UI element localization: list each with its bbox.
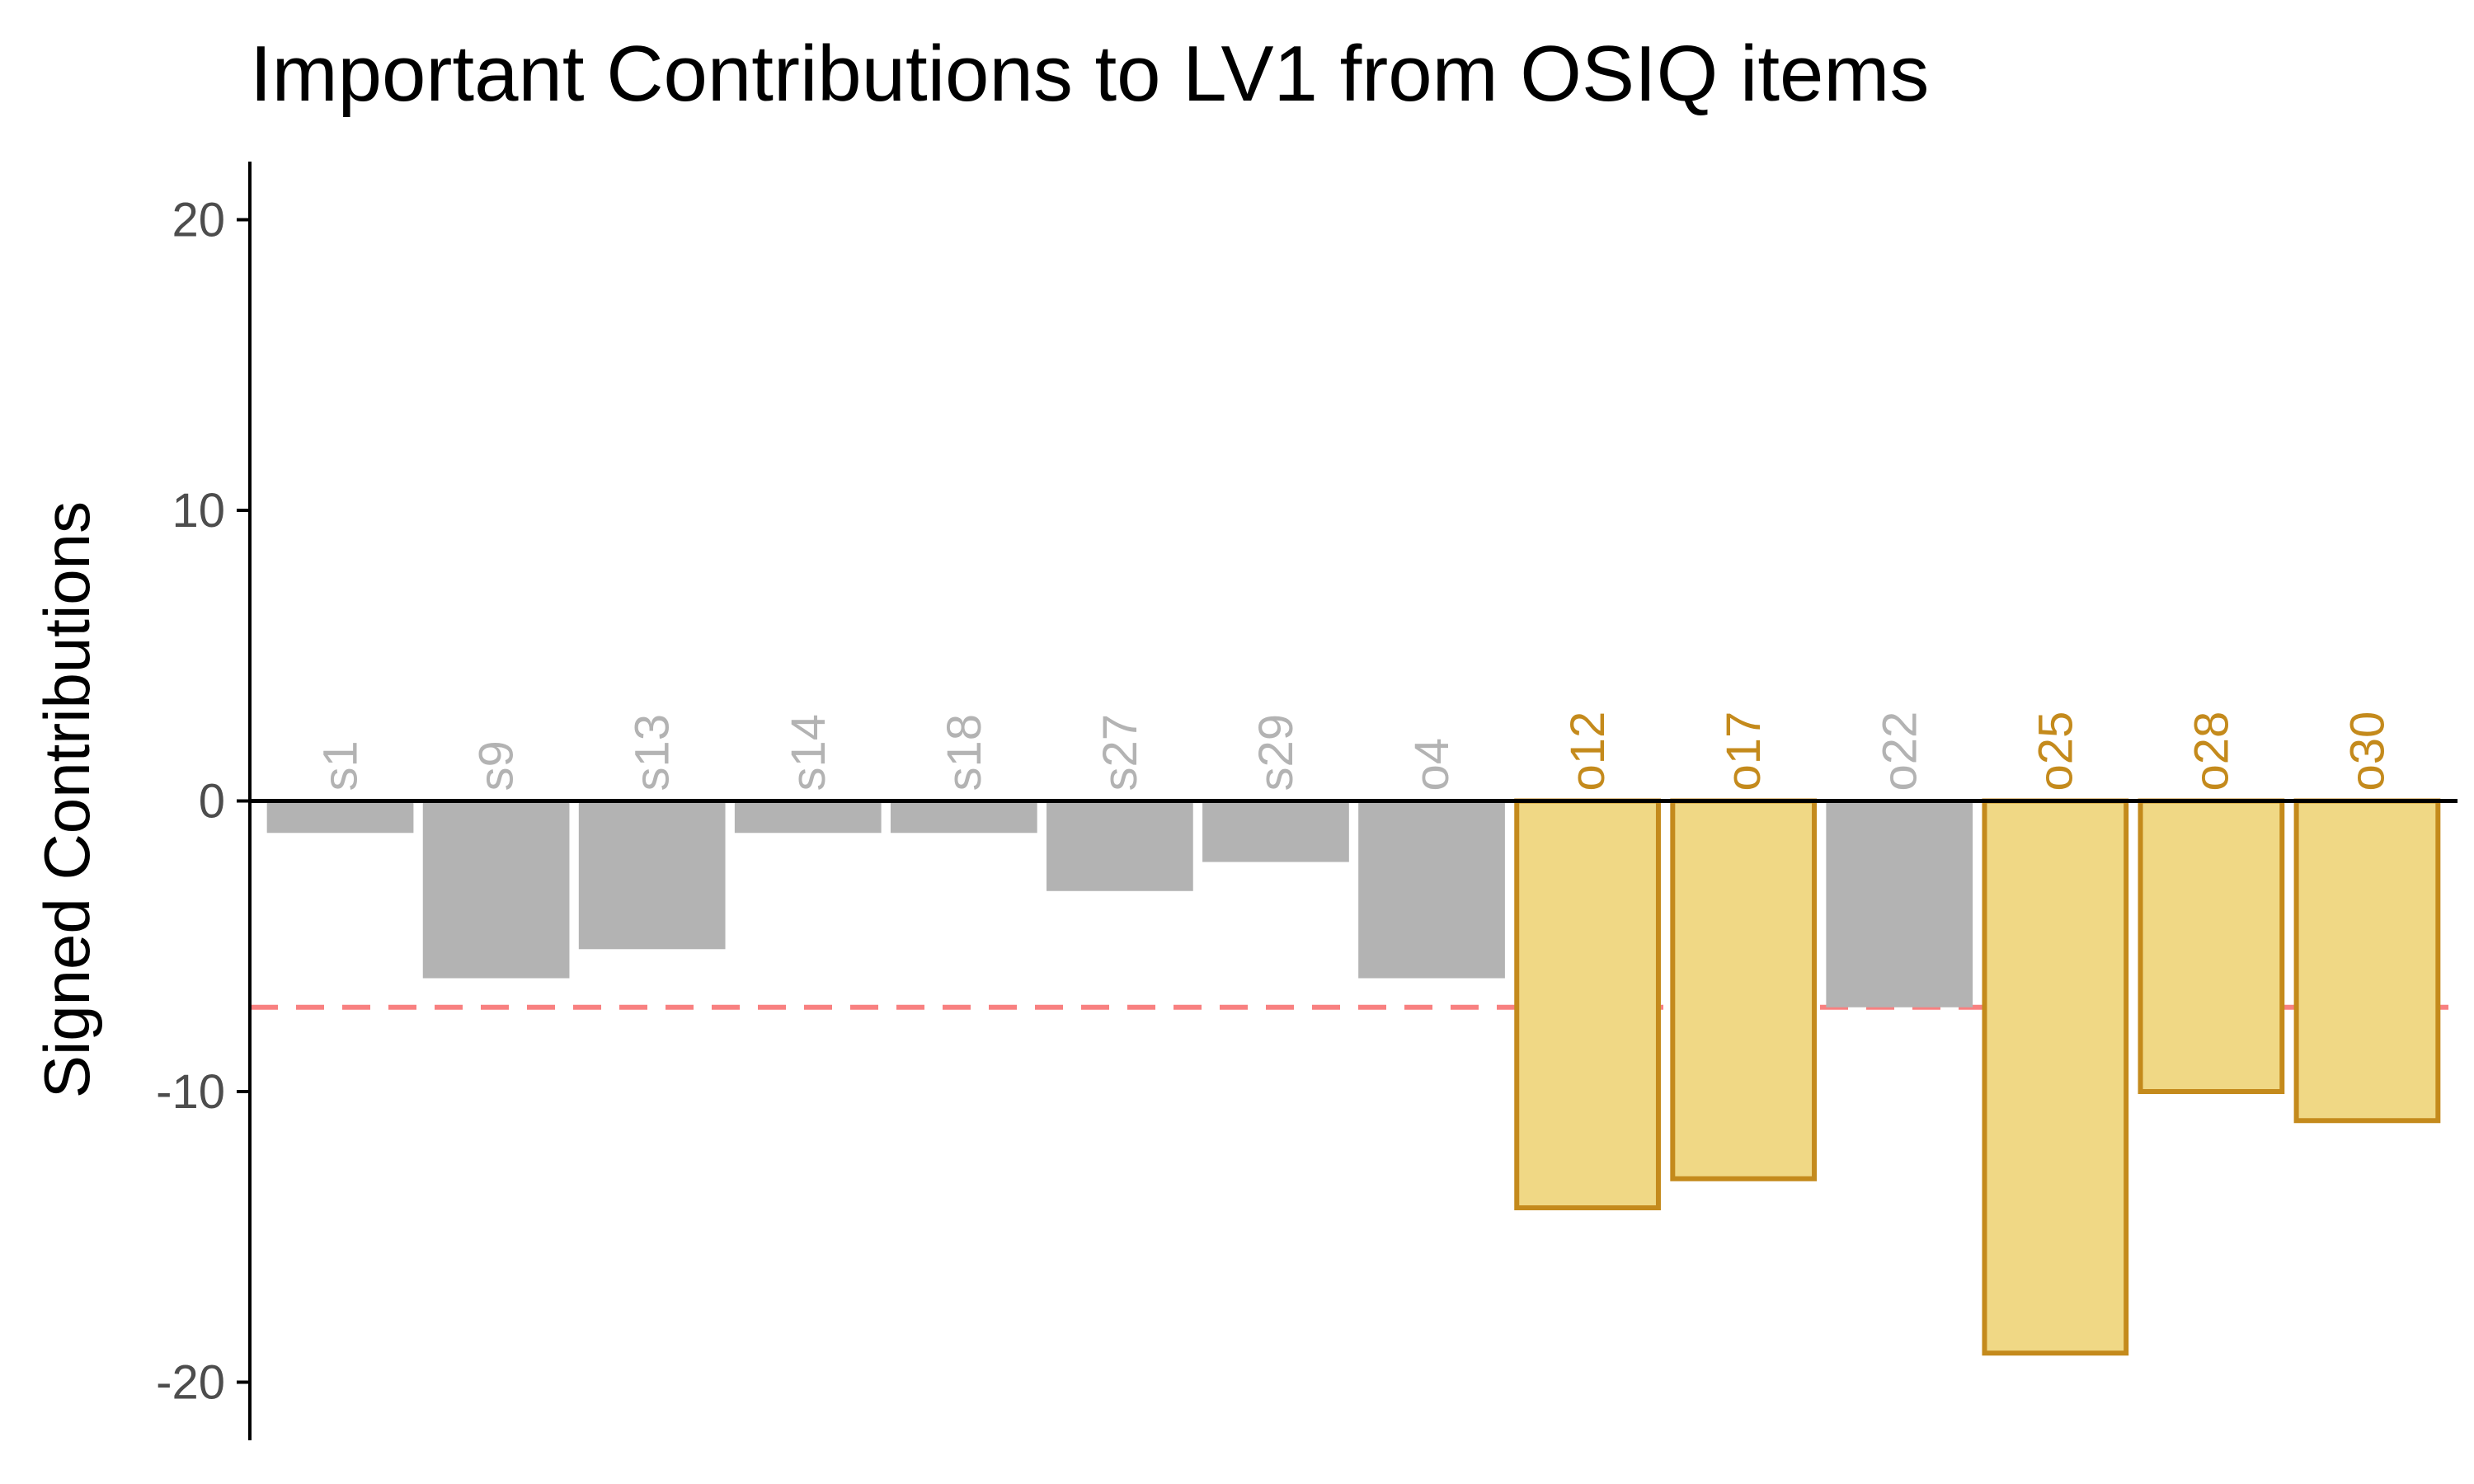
chart-title: Important Contributions to LV1 from OSIQ… (250, 30, 1929, 118)
bar-s14 (734, 801, 882, 834)
bar-label-s14: s14 (782, 714, 835, 791)
bar-label-s13: s13 (626, 714, 680, 791)
y-tick-label-0: 0 (199, 775, 225, 829)
y-axis-title: Signed Contributions (31, 501, 103, 1098)
bar-label-o28: o28 (2185, 711, 2238, 791)
bar-o17 (1670, 798, 1818, 1181)
bar-s29 (1202, 801, 1349, 862)
bar-label-o4: o4 (1405, 738, 1459, 791)
bar-labels-layer: s1 s9 s13 s14 s18 s27 s29 o4 o12 o17 o22 o25 o28 o30 (314, 711, 2395, 791)
bar-label-o12: o12 (1561, 711, 1615, 791)
y-tick-label--20: -20 (156, 1356, 225, 1410)
bar-label-s29: s29 (1249, 714, 1303, 791)
bar-label-s9: s9 (470, 740, 524, 791)
bar-s9 (422, 801, 570, 979)
bar-label-s1: s1 (314, 740, 368, 791)
y-tick-label-10: 10 (172, 484, 225, 538)
bar-label-s18: s18 (938, 714, 991, 791)
bar-o25 (1982, 798, 2129, 1356)
bars-layer (266, 798, 2441, 1356)
bar-o22 (1826, 801, 1973, 1007)
bar-o12 (1514, 798, 1661, 1210)
y-tick-label-20: 20 (172, 194, 225, 247)
bar-s1 (266, 801, 414, 834)
bar-label-s27: s27 (1094, 714, 1147, 791)
bar-o4 (1358, 801, 1505, 979)
bar-s18 (890, 801, 1037, 834)
bar-label-o22: o22 (1873, 711, 1926, 791)
bar-s13 (578, 801, 726, 950)
bar-label-o17: o17 (1717, 711, 1771, 791)
bar-o28 (2138, 798, 2285, 1094)
bar-label-o30: o30 (2340, 711, 2394, 791)
bar-label-o25: o25 (2029, 711, 2082, 791)
bar-s27 (1047, 801, 1193, 891)
bar-o30 (2293, 798, 2441, 1124)
y-tick-label--10: -10 (156, 1065, 225, 1119)
y-axis: -20 -10 0 10 20 (156, 162, 2458, 1440)
